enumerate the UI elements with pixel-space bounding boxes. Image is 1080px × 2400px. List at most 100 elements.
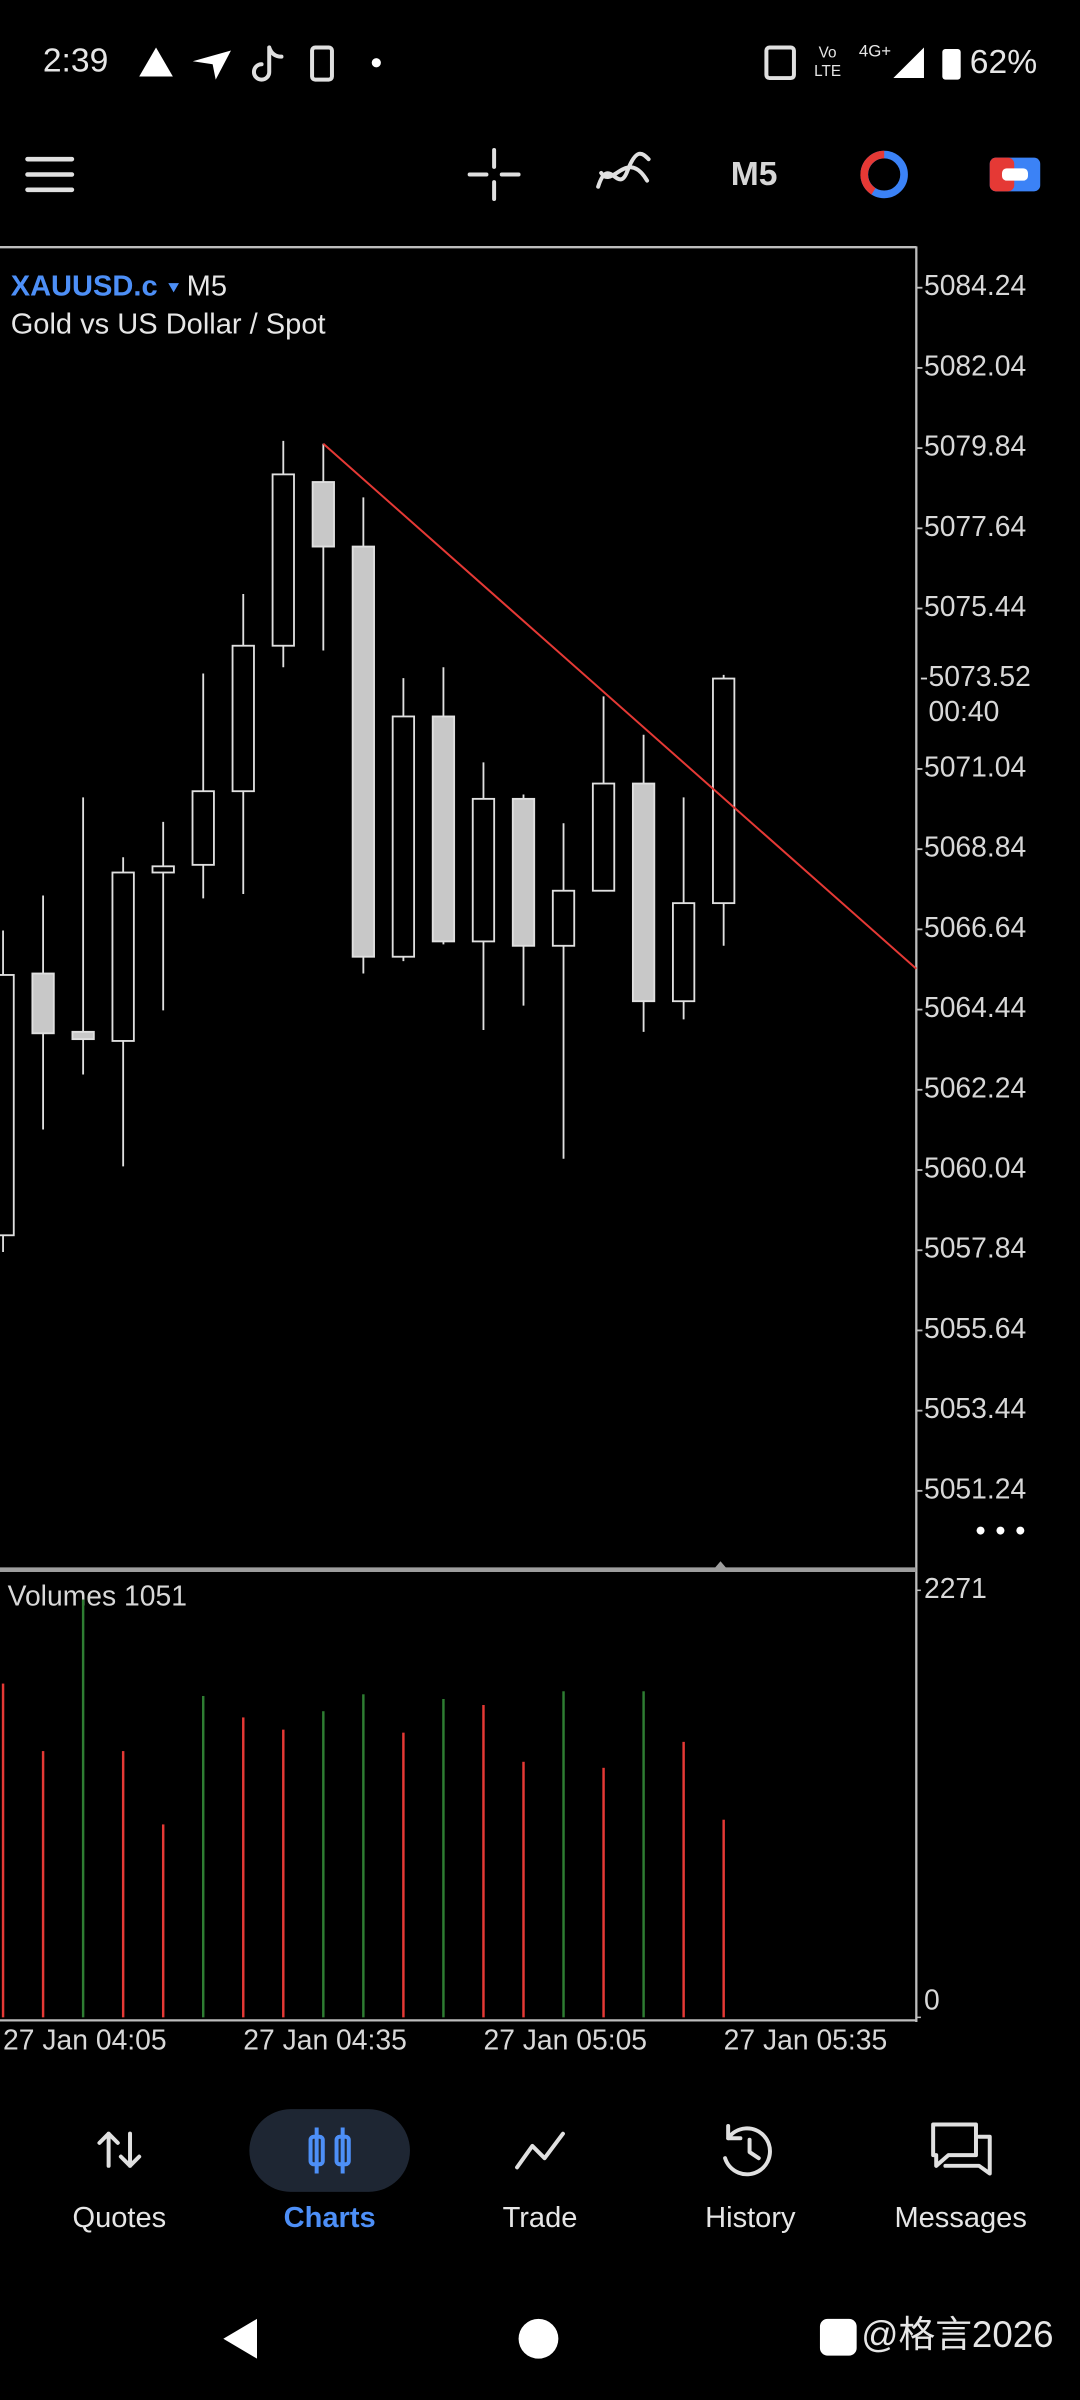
candle-body: [672, 902, 696, 1003]
chart-frame: [0, 246, 1025, 2022]
symbol-description: Gold vs US Dollar / Spot: [11, 309, 326, 341]
menu-button[interactable]: [25, 156, 75, 193]
y-tick-label: 5053.44: [924, 1392, 1026, 1424]
x-tick-label: 27 Jan 04:35: [243, 2023, 407, 2055]
back-button[interactable]: [223, 2318, 257, 2359]
network-label: 4G+: [859, 41, 891, 60]
y-tick-label: 5084.24: [924, 269, 1026, 301]
volume-bar: [322, 1711, 325, 2018]
dot-icon: [371, 58, 381, 68]
volume-bar: [121, 1751, 125, 2018]
clock: 2:39: [43, 43, 108, 80]
clock-button[interactable]: [860, 150, 908, 199]
candle-body: [471, 797, 496, 943]
y-tick-label: 5071.04: [924, 750, 1026, 782]
y-tick-label: 5062.24: [924, 1071, 1026, 1103]
x-tick-label: 27 Jan 04:05: [3, 2023, 167, 2055]
nav-label[interactable]: Charts: [284, 2202, 376, 2234]
warning-icon: [139, 47, 173, 77]
x-tick-label: 27 Jan 05:35: [724, 2023, 888, 2055]
volume-bar: [682, 1741, 685, 2018]
trade-icon[interactable]: [515, 2131, 565, 2170]
nav-label[interactable]: Messages: [894, 2202, 1026, 2234]
volume-bar: [242, 1717, 245, 2018]
candle-body: [712, 677, 736, 905]
y-tick-label: 0: [924, 1984, 940, 2016]
y-tick-label: 5051.24: [924, 1472, 1026, 1504]
status-bar: 2:39 Vo LTE 4G+ 62%: [43, 41, 1037, 82]
y-tick-label: 5077.64: [924, 510, 1026, 542]
bottom-nav: [97, 2109, 992, 2192]
volume-bar: [202, 1695, 205, 2018]
volume-bar: [482, 1705, 485, 2018]
y-tick-label: 5066.64: [924, 911, 1026, 943]
candle-body: [591, 782, 616, 892]
home-button[interactable]: [518, 2318, 559, 2359]
volume-bar: [442, 1698, 445, 2018]
battery-icon: [942, 48, 961, 80]
y-tick-label: 5055.64: [924, 1312, 1026, 1344]
volume-bar: [161, 1824, 165, 2018]
candle-body: [191, 790, 215, 866]
nfc-icon: [764, 45, 796, 81]
nav-label[interactable]: Trade: [503, 2202, 578, 2234]
x-tick-label: 27 Jan 05:05: [483, 2023, 647, 2055]
indicators-button[interactable]: [596, 151, 651, 189]
trendline: [322, 443, 917, 970]
volume-bar: [522, 1761, 525, 2018]
symbol-dropdown[interactable]: [168, 283, 179, 293]
timeframe-button[interactable]: M5: [731, 156, 778, 193]
y-tick-label: 5064.44: [924, 991, 1026, 1023]
y-tick-label: 5082.04: [924, 349, 1026, 381]
candle-body: [231, 644, 255, 793]
y-tick-label: 5057.84: [924, 1232, 1026, 1264]
symbol[interactable]: XAUUSD.c: [11, 270, 158, 302]
candle-body: [431, 715, 456, 943]
volume-bar: [602, 1767, 605, 2018]
nav-label[interactable]: History: [705, 2202, 796, 2234]
trade-button[interactable]: [989, 157, 1041, 192]
volume-bar: [562, 1691, 565, 2018]
y-tick-label: 5075.44: [924, 590, 1026, 622]
y-tick-label: 5060.04: [924, 1151, 1026, 1183]
toolbar: M5: [25, 148, 1041, 201]
candle-body: [631, 782, 656, 1003]
chart-timeframe: M5: [187, 270, 227, 302]
volume-bar: [362, 1694, 365, 2018]
candle-body: [31, 972, 55, 1035]
nav-label[interactable]: Quotes: [72, 2202, 166, 2234]
volume-bar: [722, 1819, 725, 2018]
tiktok-icon: [251, 45, 284, 82]
volte-label: Vo: [819, 45, 837, 62]
candle-body: [151, 865, 175, 874]
candle-body: [391, 715, 416, 958]
active-pill: [249, 2109, 410, 2192]
send-icon: [192, 50, 231, 80]
candle-body: [71, 1030, 95, 1041]
y-tick-label: 5079.84: [924, 430, 1026, 462]
quotes-icon[interactable]: [97, 2131, 142, 2168]
volume-bar: [642, 1691, 645, 2018]
candle-body: [311, 481, 335, 548]
volume-title: Volumes 1051: [8, 1579, 187, 1611]
y-tick-label: 2271: [924, 1572, 987, 1604]
volume-bar: [402, 1732, 405, 2018]
battery-percent: 62%: [970, 44, 1037, 81]
candle-body: [271, 473, 295, 647]
crosshair-button[interactable]: [467, 148, 521, 201]
volte-label: LTE: [814, 63, 841, 80]
current-price-label: 5073.52: [929, 660, 1031, 692]
volume-bar: [41, 1751, 45, 2018]
watermark: @格言2026: [861, 2314, 1053, 2355]
candle-body: [0, 974, 15, 1237]
candle-body: [551, 889, 576, 947]
volume-bar: [282, 1729, 285, 2018]
volume-bar: [81, 1599, 85, 2018]
messages-icon[interactable]: [931, 2122, 992, 2176]
candle-body: [511, 797, 536, 947]
volume-bar: [1, 1683, 5, 2018]
history-icon[interactable]: [723, 2124, 772, 2177]
charts-icon[interactable]: [308, 2127, 351, 2174]
y-tick-label: 5068.84: [924, 831, 1026, 863]
